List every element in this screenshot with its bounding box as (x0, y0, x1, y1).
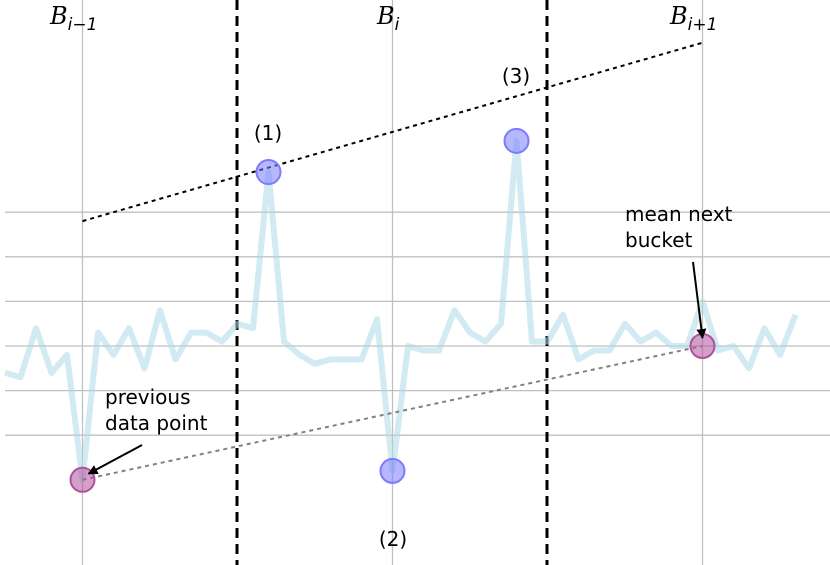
bucket-dividers (235, 0, 549, 565)
triangle-lines (82, 41, 703, 481)
previous-point-arrow (87, 444, 143, 475)
upper-triangle-edge (82, 41, 703, 223)
bucket-label: Bi (376, 2, 400, 35)
next-bucket-label: mean next bucket (625, 202, 733, 252)
point-label: (3) (502, 64, 530, 88)
highlight-points (69, 127, 716, 493)
series (4, 137, 799, 483)
series-line (4, 137, 799, 483)
next-bucket-arrow (692, 261, 707, 339)
bucket-label: Bi−1 (49, 2, 97, 35)
bucket-label: Bi+1 (669, 2, 717, 35)
previous-point-label: previous data point (105, 385, 208, 435)
selected-point (379, 457, 406, 484)
grid (5, 0, 830, 565)
selected-point (503, 127, 530, 154)
selected-point (255, 159, 282, 186)
labels: (1) (2) (3) Bi−1 Bi Bi+1 previous data point mea… (49, 2, 733, 551)
lower-triangle-edge (82, 345, 703, 481)
point-label: (1) (254, 121, 282, 145)
point-label: (2) (379, 527, 407, 551)
